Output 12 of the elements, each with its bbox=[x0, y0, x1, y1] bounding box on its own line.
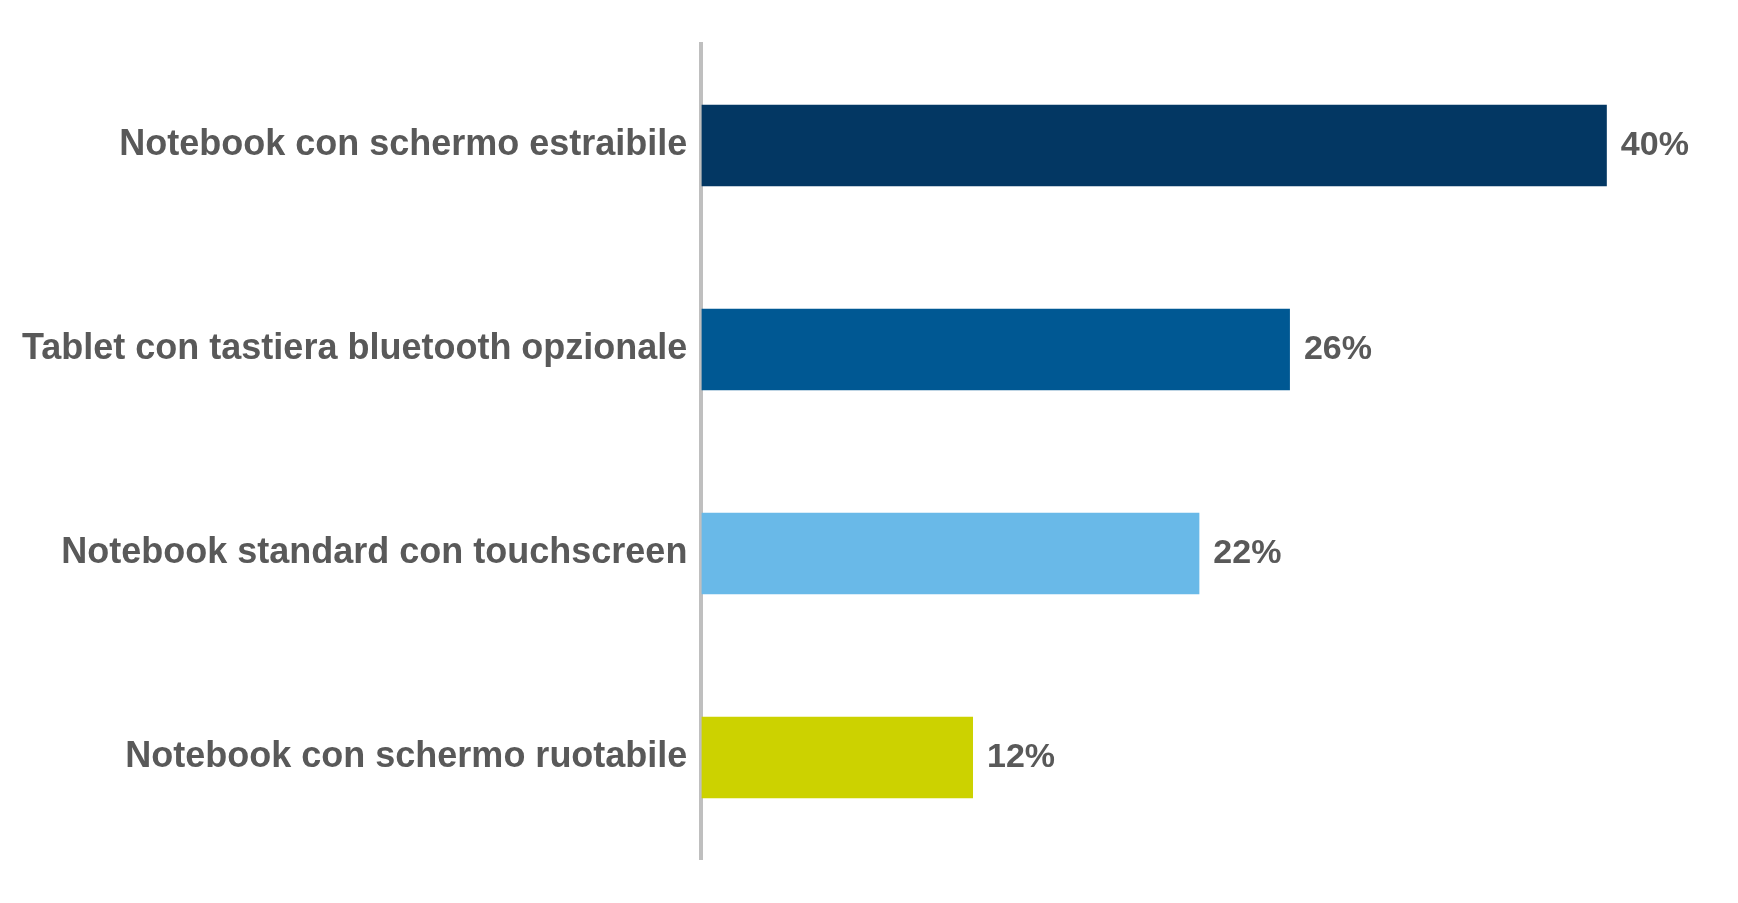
y-tick-label: Notebook standard con touchscreen bbox=[61, 530, 688, 572]
data-label: 26% bbox=[1303, 327, 1372, 366]
bar bbox=[701, 104, 1607, 187]
y-tick-label: Notebook con schermo ruotabile bbox=[125, 734, 688, 776]
bar bbox=[701, 512, 1200, 595]
data-label: 22% bbox=[1213, 531, 1282, 570]
bar bbox=[701, 308, 1290, 391]
y-tick-label: Notebook con schermo estraibile bbox=[119, 122, 688, 164]
data-label: 40% bbox=[1620, 123, 1689, 162]
bar bbox=[701, 716, 974, 799]
data-label: 12% bbox=[987, 735, 1056, 774]
y-tick-label: Tablet con tastiera bluetooth opzionale bbox=[21, 326, 688, 368]
